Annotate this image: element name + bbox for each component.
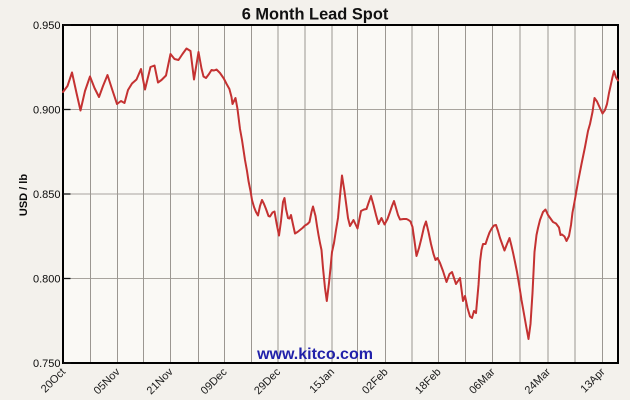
- svg-text:0.750: 0.750: [33, 358, 61, 370]
- svg-text:USD / lb: USD / lb: [18, 174, 30, 216]
- svg-text:0.950: 0.950: [33, 20, 61, 32]
- svg-text:0.850: 0.850: [33, 189, 61, 201]
- svg-text:www.kitco.com: www.kitco.com: [256, 346, 373, 363]
- svg-text:6 Month Lead Spot: 6 Month Lead Spot: [242, 6, 389, 24]
- svg-text:0.800: 0.800: [33, 274, 61, 286]
- svg-text:0.900: 0.900: [33, 105, 61, 117]
